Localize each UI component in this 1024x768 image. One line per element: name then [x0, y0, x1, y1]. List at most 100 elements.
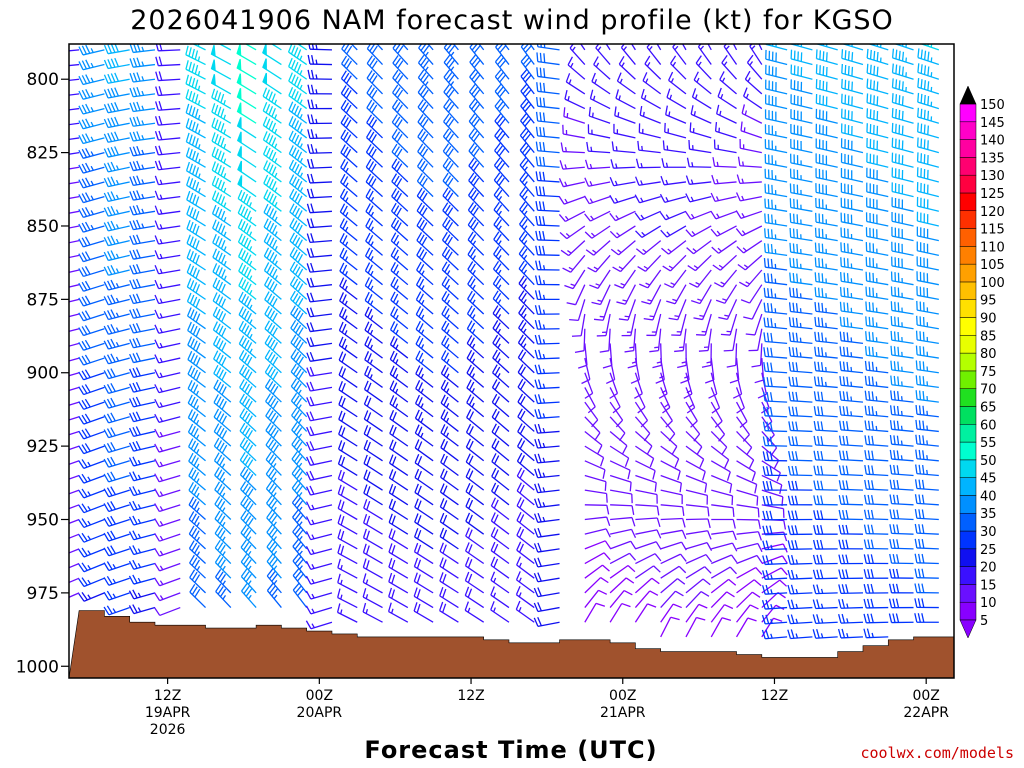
wind-barb: [712, 157, 737, 168]
wind-barb: [78, 44, 105, 56]
wind-barb: [520, 68, 535, 95]
wind-barb: [787, 614, 813, 625]
wind-barb: [262, 131, 282, 154]
wind-barb: [492, 364, 510, 388]
wind-barb: [289, 188, 308, 212]
wind-barb: [915, 345, 939, 359]
wind-barb: [890, 375, 914, 389]
wind-barb: [711, 518, 736, 529]
wind-barb: [519, 201, 535, 227]
wind-barb: [685, 460, 706, 481]
wind-barb: [215, 583, 232, 609]
wind-barb: [562, 254, 586, 273]
wind-barb: [584, 540, 611, 550]
wind-barb: [306, 247, 333, 258]
wind-barb: [635, 474, 657, 492]
wind-barb: [154, 369, 181, 379]
wind-barb: [366, 114, 383, 139]
wind-barb: [732, 372, 743, 399]
wind-barb: [891, 197, 914, 212]
wind-barb: [762, 391, 788, 403]
wind-barb: [154, 606, 181, 617]
wind-barb: [154, 488, 181, 498]
wind-barb: [839, 301, 864, 315]
wind-barb: [338, 366, 358, 388]
wind-barb: [535, 230, 560, 242]
wind-barb: [520, 113, 535, 139]
wind-barb: [187, 423, 206, 447]
wind-barb: [416, 202, 434, 227]
wind-barb: [838, 509, 863, 521]
wind-barb: [815, 49, 838, 66]
wind-barb: [685, 603, 708, 623]
wind-barb: [129, 293, 156, 305]
wind-barb: [890, 390, 914, 403]
wind-barb: [891, 93, 914, 110]
wind-barb: [789, 257, 813, 271]
wind-barb: [491, 467, 510, 491]
wind-barb: [154, 577, 181, 587]
wind-barb: [533, 602, 560, 613]
colorbar-label: 110: [980, 240, 1005, 255]
credit-link[interactable]: coolwx.com/models: [860, 744, 1014, 762]
wind-barb: [492, 320, 510, 344]
wind-barb: [578, 343, 588, 369]
colorbar-swatch: [959, 566, 977, 585]
wind-barb: [338, 380, 358, 403]
colorbar-swatch: [959, 246, 977, 265]
wind-barb: [715, 284, 738, 304]
wind-barb: [584, 460, 606, 479]
wind-barb: [305, 516, 333, 526]
wind-barb: [689, 122, 712, 139]
wind-barb: [638, 123, 661, 139]
wind-barb: [789, 198, 813, 212]
wind-barb: [593, 299, 611, 321]
wind-barb: [916, 226, 939, 242]
wind-barb: [584, 489, 608, 503]
wind-barb: [340, 114, 358, 139]
wind-barb: [685, 553, 713, 565]
wind-barb: [468, 187, 485, 212]
wind-barb: [749, 44, 763, 65]
colorbar-label: 125: [980, 187, 1005, 202]
wind-barb: [763, 272, 788, 286]
wind-barb: [492, 290, 510, 315]
wind-barb: [536, 44, 560, 51]
wind-barb: [78, 562, 105, 573]
wind-barb: [466, 379, 485, 403]
wind-barb: [189, 569, 206, 594]
wind-barb: [519, 186, 535, 212]
wind-barb: [671, 313, 687, 336]
wind-barb: [609, 564, 636, 579]
wind-barb: [78, 413, 105, 425]
wind-barb: [241, 583, 257, 608]
wind-barb: [490, 571, 510, 594]
wind-barb: [339, 218, 358, 242]
wind-barb: [389, 335, 409, 359]
x-tick-label: 22APR: [903, 705, 949, 721]
wind-barb: [635, 460, 656, 480]
wind-barb: [536, 67, 560, 80]
wind-barb: [840, 123, 864, 139]
wind-barb: [493, 231, 510, 256]
wind-barb: [262, 58, 282, 80]
wind-barb: [710, 225, 737, 237]
wind-barb: [78, 591, 105, 602]
wind-barb: [129, 249, 156, 260]
wind-barb: [789, 242, 813, 256]
wind-barb: [492, 349, 510, 374]
wind-barb: [865, 242, 889, 256]
wind-barb: [78, 310, 105, 322]
wind-barb: [440, 409, 459, 432]
wind-barb: [363, 395, 383, 418]
wind-barb: [615, 89, 636, 110]
wind-barb: [239, 393, 257, 418]
wind-barb: [213, 437, 232, 462]
wind-barb: [265, 422, 282, 447]
wind-barb: [103, 338, 130, 350]
wind-barb: [659, 193, 687, 203]
wind-barb: [340, 173, 358, 198]
wind-barb: [78, 251, 105, 263]
wind-barb: [129, 86, 156, 98]
terrain-surface: [69, 610, 954, 678]
